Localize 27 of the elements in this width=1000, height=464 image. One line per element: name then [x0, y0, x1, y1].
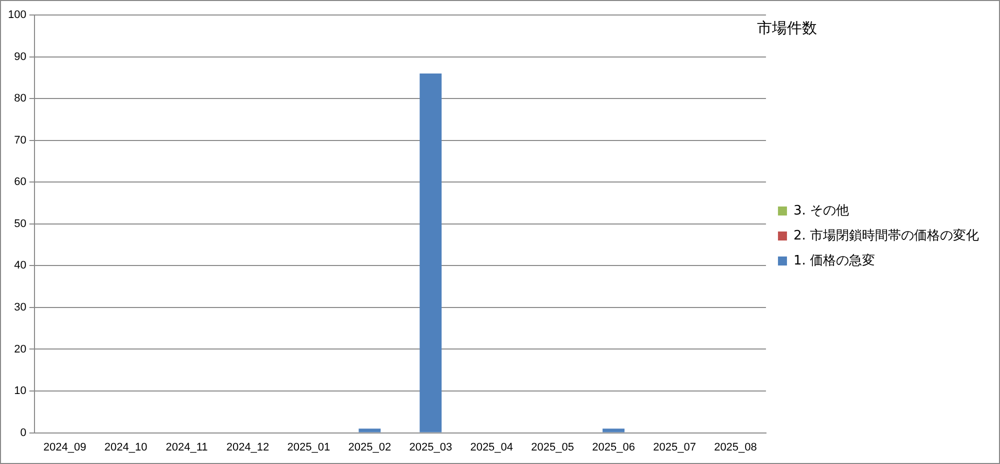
y-tick-label: 70: [14, 134, 26, 146]
x-tick-label: 2024_12: [226, 441, 270, 454]
legend-label: 1. 価格の急変: [793, 252, 876, 268]
y-tick-label: 0: [20, 426, 26, 439]
legend-label: 2. 市場閉鎖時間帯の価格の変化: [793, 227, 980, 244]
x-tick-label: 2025_02: [348, 441, 392, 454]
x-tick-label: 2025_06: [592, 441, 635, 454]
x-tick-label: 2024_09: [43, 441, 86, 454]
y-tick-label: 100: [8, 9, 26, 22]
x-tick-label: 2025_04: [470, 441, 514, 454]
x-tick-label: 2025_05: [531, 441, 574, 454]
y-tick-label: 20: [14, 343, 26, 356]
x-tick-label: 2025_08: [714, 441, 757, 454]
y-tick-label: 30: [14, 301, 26, 314]
y-tick-label: 40: [14, 260, 26, 272]
x-tick-label: 2025_03: [409, 441, 452, 454]
x-tick-label: 2025_01: [287, 441, 330, 454]
y-tick-label: 80: [14, 92, 26, 105]
legend-label: 3. その他: [793, 203, 850, 218]
y-tick-label: 60: [14, 176, 26, 188]
y-tick-label: 10: [14, 385, 26, 398]
y-tick-label: 50: [14, 218, 26, 230]
x-tick-label: 2024_10: [104, 441, 148, 454]
x-tick-label: 2024_11: [166, 441, 208, 454]
x-tick-label: 2025_07: [653, 441, 696, 454]
y-tick-label: 90: [14, 50, 26, 63]
chart-title: 市場件数: [757, 19, 817, 38]
